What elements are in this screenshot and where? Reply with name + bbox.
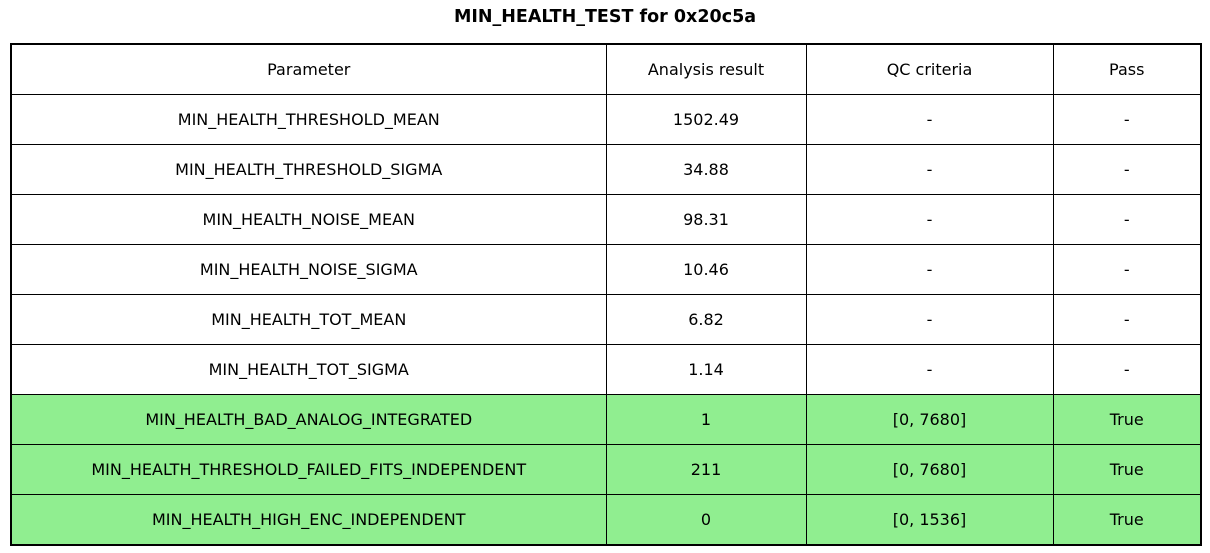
analysis-result-cell: 10.46: [605, 244, 807, 295]
analysis-result-cell: 211: [605, 444, 807, 495]
qc-criteria-cell: -: [805, 244, 1054, 295]
parameter-cell: MIN_HEALTH_THRESHOLD_FAILED_FITS_INDEPEN…: [10, 444, 607, 495]
analysis-result-cell: 98.31: [605, 194, 807, 245]
parameter-cell: MIN_HEALTH_TOT_MEAN: [10, 294, 607, 345]
table-row: MIN_HEALTH_THRESHOLD_FAILED_FITS_INDEPEN…: [10, 444, 1202, 495]
analysis-result-cell: 0: [605, 494, 807, 546]
pass-cell: -: [1052, 94, 1202, 145]
analysis-result-cell: 1502.49: [605, 94, 807, 145]
header-pass: Pass: [1052, 43, 1202, 95]
parameter-cell: MIN_HEALTH_NOISE_MEAN: [10, 194, 607, 245]
table-row: MIN_HEALTH_TOT_SIGMA 1.14- -: [10, 344, 1202, 395]
analysis-result-cell: 34.88: [605, 144, 807, 195]
table-header-row: Parameter Analysis result QC criteria Pa…: [10, 43, 1202, 95]
pass-cell: True: [1052, 394, 1202, 445]
chart-title: MIN_HEALTH_TEST for 0x20c5a: [453, 7, 757, 27]
table-row: MIN_HEALTH_TOT_MEAN 6.82- -: [10, 294, 1202, 345]
qc-criteria-cell: -: [805, 344, 1054, 395]
pass-cell: True: [1052, 444, 1202, 495]
parameter-cell: MIN_HEALTH_THRESHOLD_SIGMA: [10, 144, 607, 195]
pass-cell: -: [1052, 144, 1202, 195]
analysis-result-cell: 1: [605, 394, 807, 445]
pass-cell: -: [1052, 194, 1202, 245]
parameter-cell: MIN_HEALTH_HIGH_ENC_INDEPENDENT: [10, 494, 607, 546]
qc-criteria-cell: -: [805, 144, 1054, 195]
qc-criteria-cell: -: [805, 194, 1054, 245]
table-row: MIN_HEALTH_NOISE_MEAN 98.31- -: [10, 194, 1202, 245]
table-row: MIN_HEALTH_NOISE_SIGMA 10.46- -: [10, 244, 1202, 295]
parameter-cell: MIN_HEALTH_THRESHOLD_MEAN: [10, 94, 607, 145]
pass-cell: -: [1052, 294, 1202, 345]
table-row: MIN_HEALTH_BAD_ANALOG_INTEGRATED 1 [0, 768…: [10, 394, 1202, 445]
qc-results-table: Parameter Analysis result QC criteria Pa…: [10, 43, 1202, 546]
parameter-cell: MIN_HEALTH_NOISE_SIGMA: [10, 244, 607, 295]
header-analysis-result: Analysis result: [605, 43, 807, 95]
table-row: MIN_HEALTH_THRESHOLD_SIGMA 34.88- -: [10, 144, 1202, 195]
parameter-cell: MIN_HEALTH_BAD_ANALOG_INTEGRATED: [10, 394, 607, 445]
pass-cell: -: [1052, 344, 1202, 395]
table-row: MIN_HEALTH_HIGH_ENC_INDEPENDENT 0 [0, 1536…: [10, 494, 1202, 546]
parameter-cell: MIN_HEALTH_TOT_SIGMA: [10, 344, 607, 395]
table-body: MIN_HEALTH_THRESHOLD_MEAN 1502.49- - MIN_HE…: [10, 94, 1202, 546]
analysis-result-cell: 1.14: [605, 344, 807, 395]
qc-criteria-cell: [0, 1536]: [805, 494, 1054, 546]
analysis-result-cell: 6.82: [605, 294, 807, 345]
qc-criteria-cell: [0, 7680]: [805, 444, 1054, 495]
pass-cell: -: [1052, 244, 1202, 295]
pass-cell: True: [1052, 494, 1202, 546]
header-qc-criteria: QC criteria: [805, 43, 1054, 95]
header-parameter: Parameter: [10, 43, 607, 95]
qc-criteria-cell: [0, 7680]: [805, 394, 1054, 445]
table-row: MIN_HEALTH_THRESHOLD_MEAN 1502.49- -: [10, 94, 1202, 145]
qc-criteria-cell: -: [805, 294, 1054, 345]
qc-criteria-cell: -: [805, 94, 1054, 145]
